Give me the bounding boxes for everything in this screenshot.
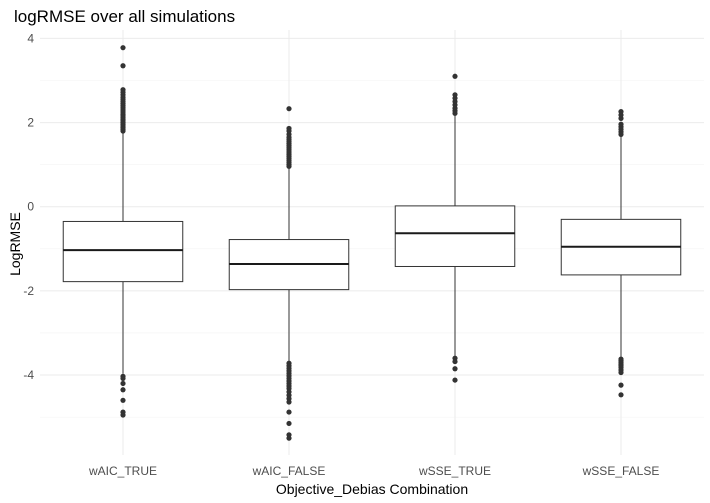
outlier-point xyxy=(452,73,458,79)
box-wSSE_TRUE xyxy=(394,73,516,383)
chart-title: logRMSE over all simulations xyxy=(14,7,235,26)
y-tick-label: 4 xyxy=(27,31,34,45)
outlier-point xyxy=(618,392,624,398)
y-tick-label: -2 xyxy=(23,284,34,298)
y-tick-label: 2 xyxy=(27,116,34,130)
iqr-box xyxy=(62,220,184,283)
outlier-point xyxy=(618,369,624,376)
y-tick-label: 0 xyxy=(27,200,34,214)
outlier-point xyxy=(120,63,126,69)
outlier-point xyxy=(286,435,292,441)
outlier-point xyxy=(120,380,126,387)
outlier-point xyxy=(618,109,624,115)
box-series xyxy=(62,45,682,441)
outlier-point xyxy=(286,106,292,112)
outlier-point xyxy=(120,45,126,51)
outlier-point xyxy=(618,382,624,388)
outlier-point xyxy=(452,377,458,383)
x-tick-label: wAIC_FALSE xyxy=(252,464,326,478)
box-wAIC_FALSE xyxy=(228,106,350,441)
outlier-point xyxy=(286,409,292,415)
outlier-point xyxy=(618,121,624,127)
y-axis-ticks: 4 2 0 -2 -4 xyxy=(23,31,34,382)
x-tick-label: wSSE_FALSE xyxy=(582,464,660,478)
box-wAIC_TRUE xyxy=(62,45,184,418)
outlier-point xyxy=(452,92,458,98)
y-tick-label: -4 xyxy=(23,368,34,382)
outlier-point xyxy=(120,87,126,93)
iqr-box xyxy=(394,205,516,267)
outlier-point xyxy=(452,366,458,372)
x-tick-label: wSSE_TRUE xyxy=(418,464,491,478)
y-axis-title: LogRMSE xyxy=(7,212,23,276)
outlier-point xyxy=(120,387,126,393)
outlier-point xyxy=(286,420,292,427)
outlier-point xyxy=(286,125,292,132)
outlier-point xyxy=(120,397,126,403)
x-tick-label: wAIC_TRUE xyxy=(88,464,157,478)
outlier-point xyxy=(120,412,126,418)
outlier-point xyxy=(120,375,126,382)
x-axis-title: Objective_Debias Combination xyxy=(276,481,468,497)
outlier-point xyxy=(452,358,458,365)
box-wSSE_FALSE xyxy=(560,109,682,398)
outlier-point xyxy=(286,399,292,405)
x-axis-ticks: wAIC_TRUE wAIC_FALSE wSSE_TRUE wSSE_FALSE xyxy=(88,464,659,478)
